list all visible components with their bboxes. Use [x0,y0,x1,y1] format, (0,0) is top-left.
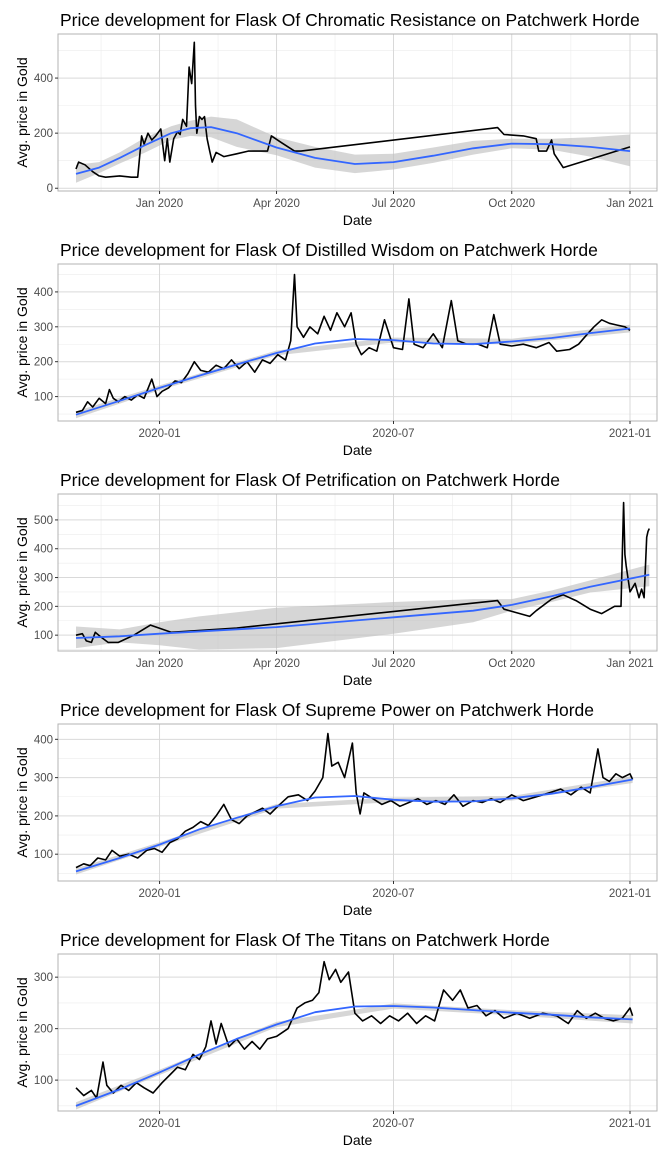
y-tick-label: 300 [34,773,53,785]
chart-svg: Price development for Flask Of Distilled… [14,240,658,458]
y-tick-label: 400 [34,73,53,85]
x-tick-label: Jul 2020 [372,658,415,670]
grid [58,724,657,881]
chart-title: Price development for Flask Of Distilled… [60,240,598,260]
price-line [75,41,631,178]
y-tick-label: 0 [47,183,53,195]
x-axis-label: Date [343,902,373,918]
y-tick-label: 100 [34,849,53,861]
y-tick-label: 300 [34,322,53,334]
x-tick-label: Jan 2021 [606,658,653,670]
x-tick-label: 2020-01 [138,888,180,900]
y-axis-label: Avg. price in Gold [14,57,30,167]
y-tick-label: 300 [34,573,53,585]
plot-border [57,33,658,192]
chart-title: Price development for Flask Of Chromatic… [60,10,640,30]
chart-title: Price development for Flask Of Petrifica… [60,470,560,490]
chart-panel: Price development for Flask Of Supreme P… [0,690,672,920]
trend-line [75,1005,633,1107]
price-line [75,960,634,1099]
y-tick-label: 200 [34,128,53,140]
x-axis-label: Date [343,442,373,458]
trend-line [75,573,650,639]
chart-svg: Price development for Flask Of The Titan… [14,930,658,1148]
confidence-band [76,116,630,183]
chart-panel: Price development for Flask Of Chromatic… [0,0,672,230]
x-tick-label: 2021-01 [609,428,651,440]
trend-line [75,126,631,175]
y-tick-label: 100 [34,392,53,404]
plot-border [57,723,658,882]
confidence-band [76,1003,633,1110]
x-tick-label: 2020-01 [138,1118,180,1130]
y-tick-label: 200 [34,357,53,369]
y-tick-label: 200 [34,1024,53,1036]
x-axis-label: Date [343,672,373,688]
x-axis-label: Date [343,1132,373,1148]
y-tick-label: 400 [34,287,53,299]
x-tick-label: Jan 2021 [606,198,653,210]
x-tick-label: Apr 2020 [253,198,300,210]
x-tick-label: 2021-01 [609,888,651,900]
x-tick-label: Oct 2020 [488,198,535,210]
chart-title: Price development for Flask Of The Titan… [60,930,550,950]
grid [58,954,657,1111]
x-tick-label: Jan 2020 [136,198,183,210]
chart-title: Price development for Flask Of Supreme P… [60,700,594,720]
price-line [75,273,631,414]
chart-panel: Price development for Flask Of Distilled… [0,230,672,460]
y-tick-label: 300 [34,972,53,984]
x-tick-label: 2020-01 [138,428,180,440]
y-axis-label: Avg. price in Gold [14,517,30,627]
confidence-band [76,324,630,419]
y-tick-label: 200 [34,811,53,823]
chart-svg: Price development for Flask Of Supreme P… [14,700,658,918]
y-tick-label: 500 [34,515,53,527]
x-tick-label: Oct 2020 [488,658,535,670]
x-tick-label: Jan 2020 [136,658,183,670]
chart-panel: Price development for Flask Of The Titan… [0,920,672,1150]
y-axis-label: Avg. price in Gold [14,287,30,397]
y-tick-label: 400 [34,734,53,746]
price-line [75,501,651,644]
x-tick-label: Jul 2020 [372,198,415,210]
trend-line [75,778,633,873]
confidence-band [76,776,633,875]
x-tick-label: Apr 2020 [253,658,300,670]
x-tick-label: 2021-01 [609,1118,651,1130]
x-tick-label: 2020-07 [372,428,414,440]
x-tick-label: 2020-07 [372,1118,414,1130]
trend-line [75,327,631,416]
y-axis-label: Avg. price in Gold [14,977,30,1087]
y-tick-label: 200 [34,601,53,613]
x-tick-label: 2020-07 [372,888,414,900]
y-axis-label: Avg. price in Gold [14,747,30,857]
chart-panel: Price development for Flask Of Petrifica… [0,460,672,690]
y-tick-label: 100 [34,1075,53,1087]
plot-border [57,263,658,422]
y-tick-label: 400 [34,544,53,556]
y-tick-label: 100 [34,630,53,642]
chart-svg: Price development for Flask Of Petrifica… [14,470,658,688]
chart-svg: Price development for Flask Of Chromatic… [14,10,658,228]
x-axis-label: Date [343,212,373,228]
plot-border [57,953,658,1112]
plot-border [57,493,658,652]
